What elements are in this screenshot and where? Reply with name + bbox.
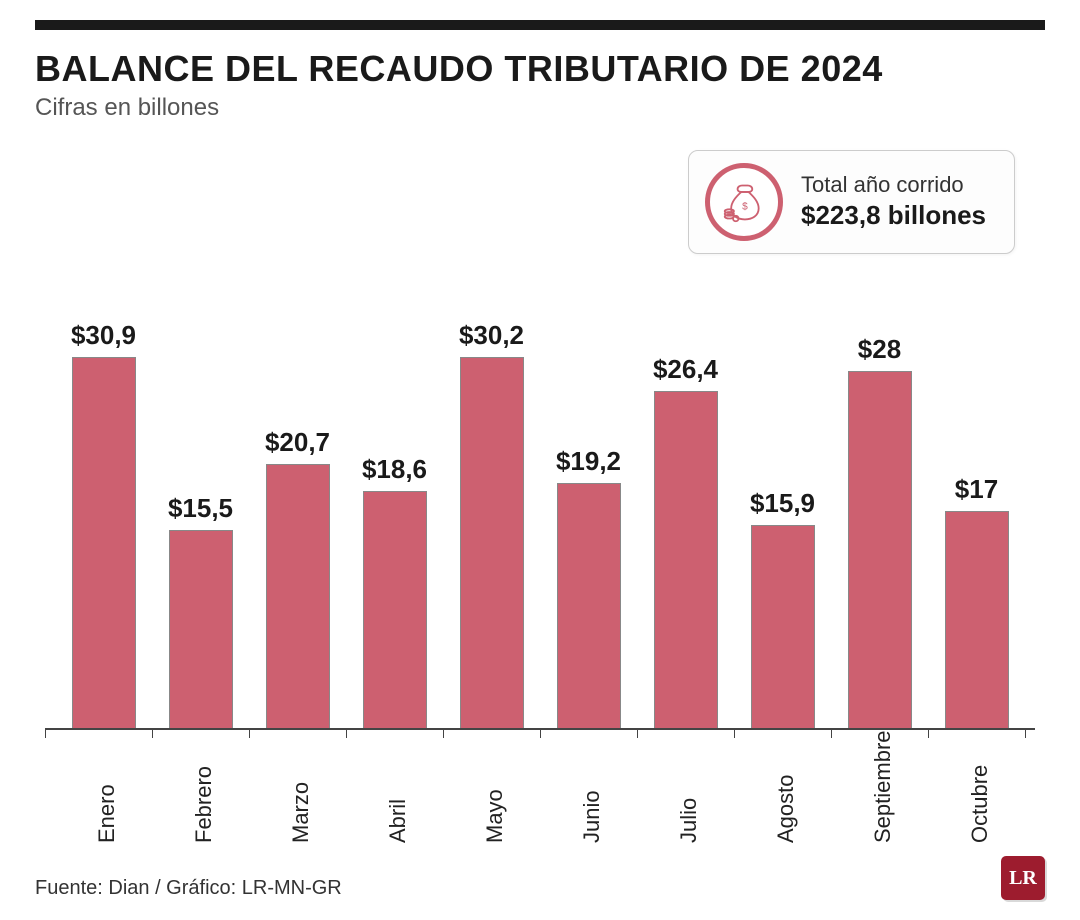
axis-tick <box>734 728 735 738</box>
callout-value: $223,8 billones <box>801 199 986 233</box>
axis-tick <box>1025 728 1026 738</box>
money-bag-icon: $ <box>705 163 783 241</box>
category-label: Agosto <box>773 723 799 843</box>
category-label: Septiembre <box>870 723 896 843</box>
publisher-logo: LR <box>1001 856 1045 900</box>
total-callout: $ Total año corrido $223,8 billones <box>688 150 1015 254</box>
page-subtitle: Cifras en billones <box>35 94 1045 122</box>
bar-group: $26,4Julio <box>637 320 734 728</box>
bar-chart: $30,9Enero$15,5Febrero$20,7Marzo$18,6Abr… <box>45 320 1035 730</box>
category-label: Enero <box>94 723 120 843</box>
axis-tick <box>346 728 347 738</box>
footer: Fuente: Dian / Gráfico: LR-MN-GR LR <box>35 856 1045 900</box>
bar-value-label: $17 <box>955 474 998 505</box>
bar <box>945 511 1009 728</box>
category-label: Febrero <box>191 723 217 843</box>
category-label: Junio <box>579 723 605 843</box>
bar-group: $15,5Febrero <box>152 320 249 728</box>
bar-value-label: $30,2 <box>459 320 524 351</box>
bar <box>460 357 524 728</box>
bar-value-label: $15,5 <box>168 493 233 524</box>
category-label: Octubre <box>967 723 993 843</box>
axis-tick <box>443 728 444 738</box>
axis-tick <box>249 728 250 738</box>
category-label: Mayo <box>482 723 508 843</box>
bar-value-label: $19,2 <box>556 446 621 477</box>
axis-tick <box>637 728 638 738</box>
bar-group: $28Septiembre <box>831 320 928 728</box>
callout-label: Total año corrido <box>801 171 986 200</box>
axis-tick <box>45 728 46 738</box>
axis-tick <box>540 728 541 738</box>
bar-value-label: $15,9 <box>750 488 815 519</box>
axis-tick <box>831 728 832 738</box>
bar-group: $15,9Agosto <box>734 320 831 728</box>
bar-value-label: $20,7 <box>265 427 330 458</box>
callout-text: Total año corrido $223,8 billones <box>801 171 986 233</box>
bar-value-label: $30,9 <box>71 320 136 351</box>
bar-group: $20,7Marzo <box>249 320 346 728</box>
bar <box>751 525 815 728</box>
category-label: Abril <box>385 723 411 843</box>
category-label: Marzo <box>288 723 314 843</box>
axis-tick <box>152 728 153 738</box>
bar-group: $30,2Mayo <box>443 320 540 728</box>
top-rule <box>35 20 1045 30</box>
bar-group: $19,2Junio <box>540 320 637 728</box>
svg-text:$: $ <box>742 201 748 212</box>
bar-group: $30,9Enero <box>55 320 152 728</box>
bar <box>266 464 330 728</box>
bar <box>72 357 136 728</box>
bar <box>557 483 621 728</box>
bar <box>848 371 912 728</box>
source-text: Fuente: Dian / Gráfico: LR-MN-GR <box>35 877 342 900</box>
bars-container: $30,9Enero$15,5Febrero$20,7Marzo$18,6Abr… <box>45 320 1035 728</box>
axis-tick <box>928 728 929 738</box>
bar <box>169 530 233 728</box>
bar-group: $17Octubre <box>928 320 1025 728</box>
bar <box>363 491 427 728</box>
bar-value-label: $26,4 <box>653 354 718 385</box>
header: BALANCE DEL RECAUDO TRIBUTARIO DE 2024 C… <box>0 30 1080 122</box>
page-title: BALANCE DEL RECAUDO TRIBUTARIO DE 2024 <box>35 48 1045 90</box>
bar-group: $18,6Abril <box>346 320 443 728</box>
bar-value-label: $28 <box>858 334 901 365</box>
bar-value-label: $18,6 <box>362 454 427 485</box>
category-label: Julio <box>676 723 702 843</box>
bar <box>654 391 718 728</box>
